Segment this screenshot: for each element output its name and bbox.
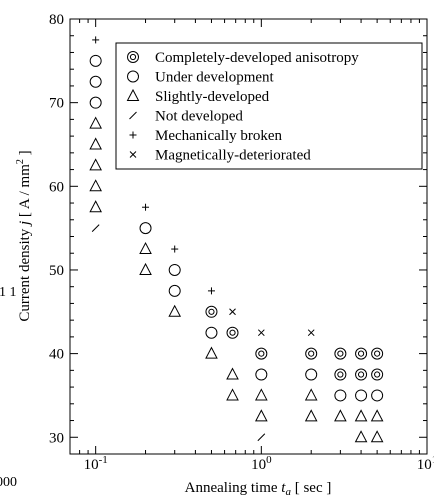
data-point xyxy=(205,346,218,359)
legend-item: Under development xyxy=(127,70,275,86)
data-point xyxy=(92,36,100,44)
data-point xyxy=(307,329,315,337)
series-circle xyxy=(89,54,384,402)
legend-marker xyxy=(126,88,140,101)
data-point xyxy=(89,96,102,109)
data-point xyxy=(226,367,239,380)
legend-label: Slightly-developed xyxy=(155,89,270,105)
data-point xyxy=(334,368,347,381)
data-marks xyxy=(89,36,384,443)
y-tick-label: 70 xyxy=(49,96,64,112)
data-point xyxy=(305,368,318,381)
x-tick-label: 100 xyxy=(251,454,272,473)
data-point xyxy=(139,262,152,275)
data-point xyxy=(168,263,181,276)
data-point xyxy=(89,137,102,150)
legend-label: Under development xyxy=(155,70,275,86)
series-slash xyxy=(91,224,266,442)
series-double-circle xyxy=(205,305,384,381)
data-point xyxy=(305,347,318,360)
x-tick-label: 10-1 xyxy=(84,454,108,473)
data-point xyxy=(89,179,102,192)
x-axis-label: Annealing time ta [ sec ] xyxy=(185,480,332,496)
data-point xyxy=(334,409,347,422)
series-triangle xyxy=(89,116,384,443)
data-point xyxy=(91,224,100,232)
legend-marker xyxy=(129,151,137,158)
data-point xyxy=(171,245,179,253)
data-point xyxy=(371,347,384,360)
data-point xyxy=(334,389,347,402)
data-point xyxy=(142,203,150,211)
data-point xyxy=(207,287,215,295)
series-plus xyxy=(92,36,215,295)
data-point xyxy=(304,388,318,401)
data-point xyxy=(255,347,268,360)
legend-label: Not developed xyxy=(155,109,243,125)
y-tick-label: 50 xyxy=(49,263,64,279)
data-point xyxy=(205,326,218,339)
data-point xyxy=(89,116,102,129)
legend-marker xyxy=(127,70,139,83)
edge-fragment-bottom: 000 xyxy=(0,475,17,490)
legend-marker xyxy=(129,131,137,139)
legend-item: Slightly-developed xyxy=(126,88,270,105)
y-axis-label: Current density j [ A / mm2 ] xyxy=(15,150,33,321)
legend-marker xyxy=(127,51,139,63)
data-point xyxy=(354,409,368,422)
series-cross xyxy=(229,308,315,337)
data-point xyxy=(370,409,384,422)
data-point xyxy=(257,329,265,337)
legend-marker xyxy=(129,111,137,120)
data-point xyxy=(371,368,384,381)
data-point xyxy=(226,388,239,401)
legend-item: Not developed xyxy=(129,109,243,125)
legend-label: Completely-developed anisotropy xyxy=(155,50,359,66)
data-point xyxy=(139,222,152,235)
data-point xyxy=(139,241,152,255)
legend-box xyxy=(115,42,423,170)
y-tick-label: 80 xyxy=(49,12,64,28)
legend-item: Mechanically broken xyxy=(129,128,283,144)
data-point xyxy=(355,389,368,402)
data-point xyxy=(371,389,384,402)
data-point xyxy=(255,409,268,422)
data-point xyxy=(370,430,384,443)
edge-fragments: 1 1 000 xyxy=(0,285,17,490)
data-point xyxy=(257,433,266,442)
data-point xyxy=(89,75,102,88)
legend-label: Magnetically-deteriorated xyxy=(155,148,311,164)
y-tick-label: 30 xyxy=(49,430,64,446)
y-axis-ticks: 30 40 50 60 70 80 xyxy=(49,12,427,446)
data-point xyxy=(255,368,268,381)
data-point xyxy=(229,308,236,316)
x-axis-ticks: 10-1 100 101 xyxy=(79,19,434,473)
edge-fragment-mid: 1 1 xyxy=(0,285,17,300)
data-point xyxy=(168,304,182,317)
y-tick-label: 40 xyxy=(49,347,64,363)
legend-item: Magnetically-deteriorated xyxy=(129,148,311,164)
data-point xyxy=(255,388,268,401)
data-point xyxy=(89,54,102,67)
x-tick-label: 101 xyxy=(417,454,434,473)
data-point xyxy=(304,409,318,422)
data-point xyxy=(355,368,368,381)
data-point xyxy=(354,430,368,443)
data-point xyxy=(334,347,347,360)
y-tick-label: 60 xyxy=(49,179,64,195)
data-point xyxy=(355,347,368,360)
legend: Completely-developed anisotropy Under dev… xyxy=(115,42,423,170)
data-point xyxy=(89,158,102,171)
legend-label: Mechanically broken xyxy=(155,128,283,144)
data-point xyxy=(205,305,218,318)
data-point xyxy=(168,284,181,297)
legend-item: Completely-developed anisotropy xyxy=(127,50,359,66)
data-point xyxy=(226,326,239,339)
data-point xyxy=(89,200,102,213)
